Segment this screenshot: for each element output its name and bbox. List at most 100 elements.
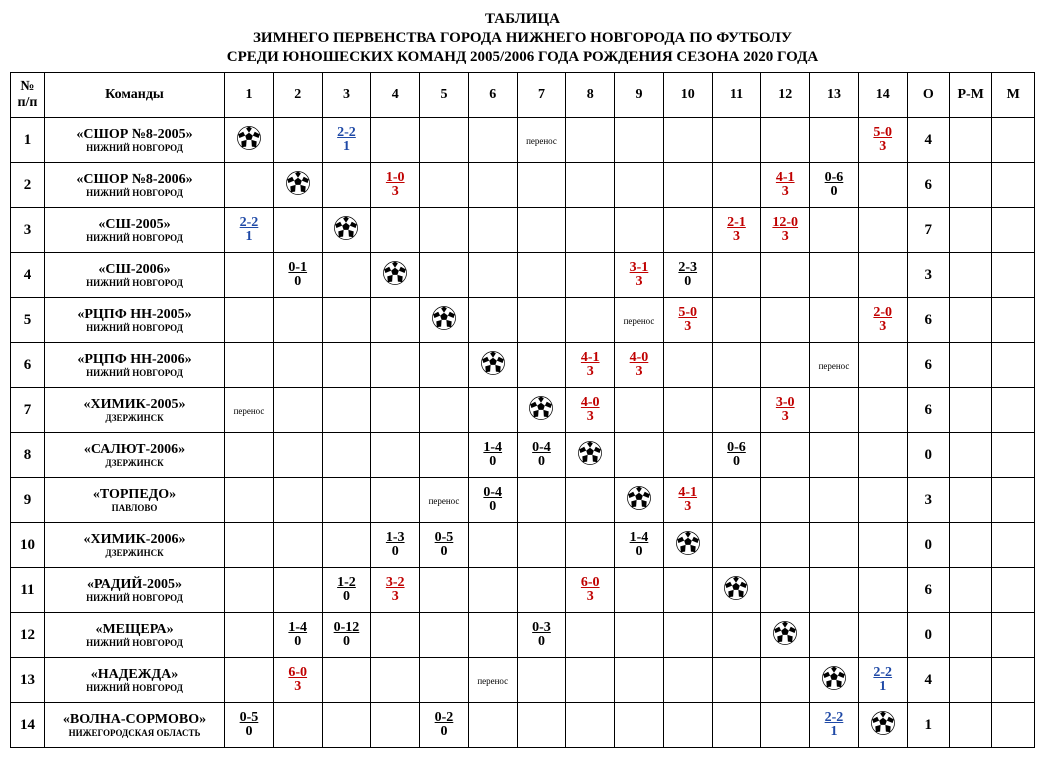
result-cell	[273, 163, 322, 208]
team-city: НИЖЕГОРОДСКАЯ ОБЛАСТЬ	[47, 728, 222, 738]
result-cell	[468, 523, 517, 568]
team-name: «ХИМИК-2005»	[47, 397, 222, 413]
result-cell	[468, 208, 517, 253]
result-cell: 1-40	[468, 433, 517, 478]
postponed-label: перенос	[624, 316, 655, 326]
goal-diff-cell	[950, 433, 992, 478]
score-box: 4-03	[630, 351, 649, 380]
ball-icon	[237, 130, 261, 155]
postponed-label: перенос	[819, 361, 850, 371]
result-cell	[712, 658, 761, 703]
result-cell	[322, 343, 371, 388]
team-cell: «СШ-2006»НИЖНИЙ НОВГОРОД	[44, 253, 224, 298]
score-points: 3	[581, 410, 600, 425]
result-cell	[566, 253, 615, 298]
table-row: 10«ХИМИК-2006»ДЗЕРЖИНСК1-300-501-400	[11, 523, 1035, 568]
score-box: 0-50	[435, 531, 454, 560]
result-cell	[225, 568, 274, 613]
header-r5: 5	[420, 73, 469, 118]
table-row: 3«СШ-2005»НИЖНИЙ НОВГОРОД2-212-1312-037	[11, 208, 1035, 253]
team-name: «САЛЮТ-2006»	[47, 442, 222, 458]
result-cell	[615, 208, 664, 253]
result-cell: перенос	[225, 388, 274, 433]
score-points: 0	[337, 590, 356, 605]
result-cell	[273, 343, 322, 388]
result-cell	[858, 703, 907, 748]
score-result: 4-0	[581, 396, 600, 411]
result-cell: 0-60	[712, 433, 761, 478]
result-cell: 4-03	[615, 343, 664, 388]
result-cell	[420, 433, 469, 478]
result-cell	[322, 703, 371, 748]
result-cell	[225, 253, 274, 298]
score-box: 0-10	[288, 261, 307, 290]
score-points: 3	[873, 320, 892, 335]
result-cell	[663, 523, 712, 568]
score-points: 3	[386, 590, 405, 605]
points-cell: 6	[907, 163, 949, 208]
title-line-2: ЗИМНЕГО ПЕРВЕНСТВА ГОРОДА НИЖНЕГО НОВГОР…	[10, 29, 1035, 48]
result-cell	[712, 388, 761, 433]
score-box: 1-40	[630, 531, 649, 560]
result-cell: 0-40	[468, 478, 517, 523]
score-points: 0	[727, 455, 746, 470]
header-r2: 2	[273, 73, 322, 118]
team-city: НИЖНИЙ НОВГОРОД	[47, 683, 222, 693]
result-cell	[371, 298, 420, 343]
score-result: 1-4	[483, 441, 502, 456]
table-row: 12«МЕЩЕРА»НИЖНИЙ НОВГОРОД1-400-1200-300	[11, 613, 1035, 658]
score-result: 5-0	[678, 306, 697, 321]
result-cell	[420, 613, 469, 658]
score-box: 0-40	[532, 441, 551, 470]
result-cell: 6-03	[273, 658, 322, 703]
result-cell	[566, 478, 615, 523]
team-city: НИЖНИЙ НОВГОРОД	[47, 593, 222, 603]
score-box: 5-03	[678, 306, 697, 335]
result-cell	[566, 523, 615, 568]
team-city: ПАВЛОВО	[47, 503, 222, 513]
score-points: 0	[532, 635, 551, 650]
result-cell	[468, 388, 517, 433]
result-cell: перенос	[615, 298, 664, 343]
result-cell	[371, 388, 420, 433]
points-cell: 1	[907, 703, 949, 748]
score-result: 2-2	[825, 711, 844, 726]
result-cell	[566, 658, 615, 703]
score-points: 3	[386, 185, 405, 200]
result-cell	[761, 523, 810, 568]
result-cell	[663, 118, 712, 163]
score-result: 6-0	[581, 576, 600, 591]
goal-diff-cell	[950, 568, 992, 613]
result-cell	[273, 703, 322, 748]
score-box: 1-40	[483, 441, 502, 470]
team-name: «ТОРПЕДО»	[47, 487, 222, 503]
result-cell	[858, 433, 907, 478]
points-cell: 6	[907, 343, 949, 388]
result-cell	[858, 253, 907, 298]
score-result: 5-0	[873, 126, 892, 141]
result-cell: 5-03	[858, 118, 907, 163]
result-cell	[761, 433, 810, 478]
goal-diff-cell	[950, 298, 992, 343]
team-city: НИЖНИЙ НОВГОРОД	[47, 368, 222, 378]
score-result: 2-2	[240, 216, 259, 231]
score-box: 3-13	[630, 261, 649, 290]
score-box: 2-21	[240, 216, 259, 245]
score-result: 0-2	[435, 711, 454, 726]
result-cell	[858, 613, 907, 658]
result-cell	[273, 118, 322, 163]
score-points: 0	[334, 635, 360, 650]
score-points: 0	[240, 725, 259, 740]
score-box: 0-30	[532, 621, 551, 650]
team-cell: «ХИМИК-2005»ДЗЕРЖИНСК	[44, 388, 224, 433]
result-cell	[420, 658, 469, 703]
result-cell	[858, 343, 907, 388]
result-cell	[468, 253, 517, 298]
score-points: 0	[532, 455, 551, 470]
score-points: 3	[581, 365, 600, 380]
result-cell	[810, 298, 859, 343]
team-cell: «МЕЩЕРА»НИЖНИЙ НОВГОРОД	[44, 613, 224, 658]
team-cell: «ХИМИК-2006»ДЗЕРЖИНСК	[44, 523, 224, 568]
result-cell	[517, 208, 566, 253]
row-num: 11	[11, 568, 45, 613]
